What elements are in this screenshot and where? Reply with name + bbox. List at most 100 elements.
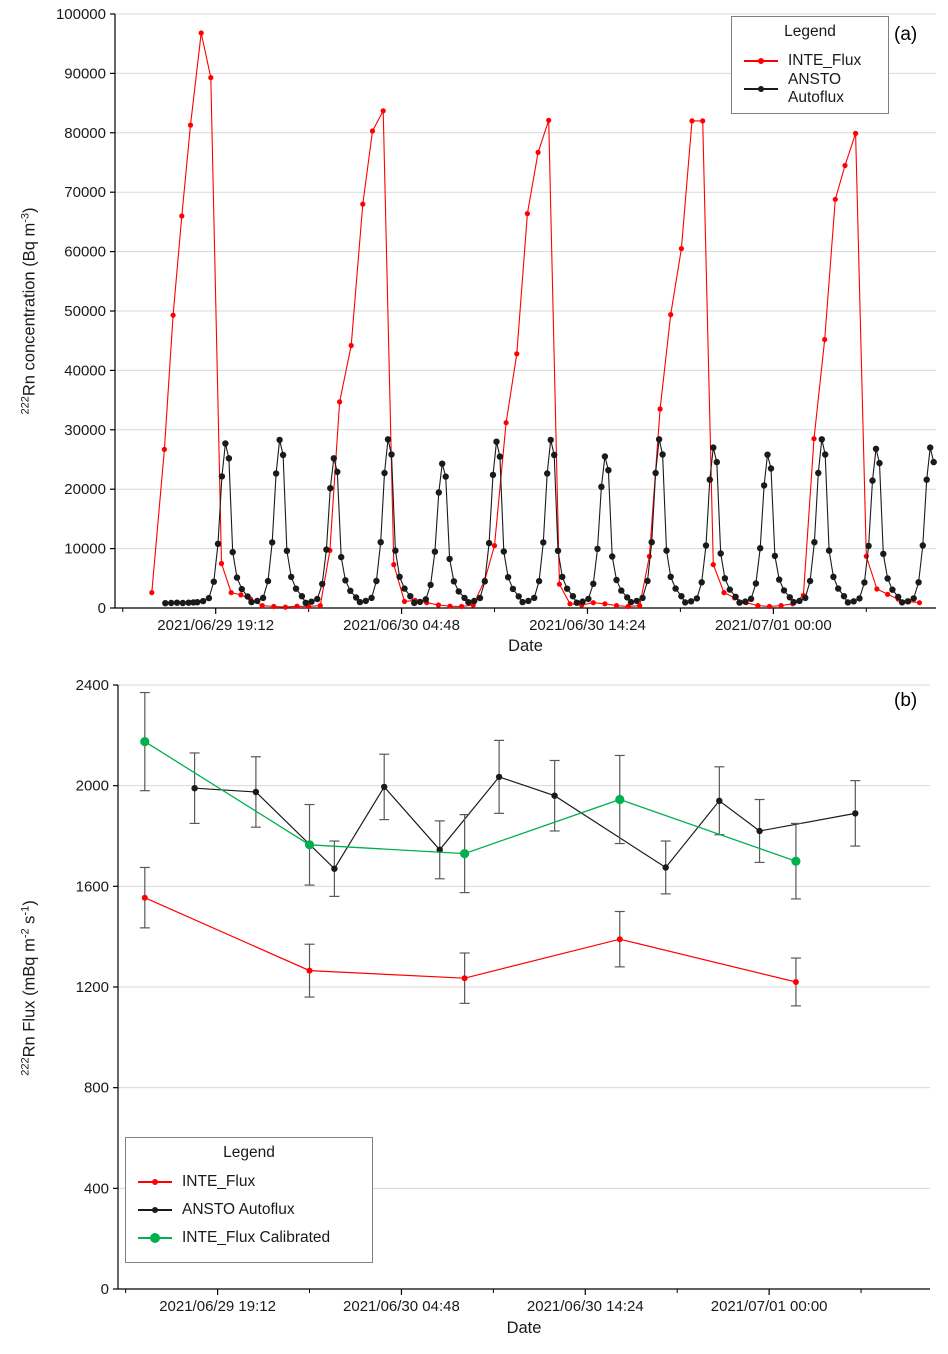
y-axis-title-a-exp: -3: [19, 213, 32, 223]
data-point-ANSTO Autoflux: [601, 453, 609, 460]
y-tick-label: 60000: [64, 244, 106, 261]
data-point-ANSTO Autoflux: [752, 580, 760, 587]
data-point-ANSTO Autoflux: [563, 585, 571, 592]
data-point-ANSTO Autoflux: [844, 599, 852, 606]
y-tick-label: 0: [98, 600, 106, 617]
data-point-ANSTO Autoflux: [852, 810, 859, 817]
data-point-ANSTO Autoflux: [767, 465, 775, 472]
y-axis-title-a-text: Rn concentration (Bq m: [20, 222, 39, 397]
legend-item-inte-flux: INTE_Flux: [744, 47, 876, 75]
data-point-ANSTO Autoflux: [815, 469, 822, 477]
data-point-INTE_Flux: [170, 312, 176, 318]
data-point-ANSTO Autoflux: [427, 581, 434, 589]
data-point-ANSTO Autoflux: [678, 593, 685, 600]
data-point-ANSTO Autoflux: [590, 580, 597, 587]
data-point-ANSTO Autoflux: [233, 574, 241, 581]
data-point-ANSTO Autoflux: [373, 577, 380, 585]
legend-label-inte-flux-calibrated: INTE_Flux Calibrated: [182, 1229, 331, 1246]
legend-label-ansto-autoflux-b: ANSTO Autoflux: [182, 1201, 295, 1218]
data-point-ANSTO Autoflux: [238, 585, 245, 593]
data-point-INTE_Flux: [401, 598, 408, 605]
data-point-INTE_Flux: [259, 603, 265, 609]
data-point-ANSTO Autoflux: [569, 593, 577, 600]
data-point-ANSTO Autoflux: [327, 485, 334, 492]
data-point-INTE_Flux: [721, 590, 727, 596]
data-point-INTE_Flux: [637, 603, 643, 609]
data-point-INTE_Flux: [778, 603, 784, 609]
data-point-ANSTO Autoflux: [880, 550, 887, 558]
data-point-INTE_Flux: [613, 603, 620, 609]
data-point-ANSTO Autoflux: [633, 597, 640, 605]
data-point-ANSTO Autoflux: [930, 458, 937, 466]
data-point-ANSTO Autoflux: [919, 542, 926, 549]
data-point-ANSTO Autoflux: [272, 470, 280, 477]
data-point-ANSTO Autoflux: [806, 577, 814, 585]
series-line-INTE_Flux Calibrated: [144, 741, 797, 862]
data-point-ANSTO Autoflux: [338, 553, 345, 561]
data-point-ANSTO Autoflux: [493, 438, 500, 445]
data-point-ANSTO Autoflux: [721, 575, 729, 582]
data-point-ANSTO Autoflux: [898, 599, 906, 606]
data-point-INTE_Flux: [710, 562, 716, 568]
data-point-ANSTO Autoflux: [381, 783, 388, 791]
data-point-INTE_Flux: [755, 603, 761, 609]
data-point-ANSTO Autoflux: [786, 594, 793, 601]
data-point-INTE_Flux: [179, 213, 185, 219]
y-tick-label: 1600: [76, 878, 109, 895]
data-point-INTE_Flux: [590, 600, 596, 606]
data-point-INTE_Flux: [294, 603, 300, 609]
data-point-INTE_Flux: [337, 399, 343, 405]
data-point-ANSTO Autoflux: [496, 453, 504, 460]
data-point-ANSTO Autoflux: [573, 599, 580, 606]
data-point-ANSTO Autoflux: [551, 792, 558, 799]
data-point-ANSTO Autoflux: [764, 451, 771, 458]
data-point-ANSTO Autoflux: [481, 578, 488, 585]
data-point-ANSTO Autoflux: [435, 489, 442, 496]
data-point-ANSTO Autoflux: [436, 846, 443, 853]
data-point-ANSTO Autoflux: [396, 573, 403, 580]
data-point-ANSTO Autoflux: [802, 594, 809, 602]
y-tick-label: 10000: [64, 541, 106, 558]
data-point-INTE_Flux Calibrated: [615, 794, 625, 805]
data-point-ANSTO Autoflux: [790, 598, 797, 606]
data-point-INTE_Flux: [853, 130, 859, 136]
data-point-INTE_Flux: [689, 118, 695, 124]
data-point-INTE_Flux: [657, 406, 663, 412]
data-point-INTE_Flux: [317, 603, 323, 609]
data-point-ANSTO Autoflux: [627, 598, 635, 606]
data-point-INTE_Flux: [874, 586, 880, 592]
data-point-ANSTO Autoflux: [840, 593, 848, 600]
data-point-INTE_Flux: [360, 201, 366, 207]
data-point-ANSTO Autoflux: [547, 436, 554, 444]
data-point-ANSTO Autoflux: [525, 597, 532, 605]
series-line-ANSTO Autoflux: [165, 439, 935, 604]
data-point-ANSTO Autoflux: [489, 471, 497, 479]
data-point-ANSTO Autoflux: [585, 595, 592, 603]
data-point-ANSTO Autoflux: [283, 547, 291, 554]
y-axis-title-b-exp2: -1: [19, 905, 32, 916]
data-point-ANSTO Autoflux: [162, 600, 169, 607]
chart-panel-b: 0 400 800 1200 1600 2000 2400 2021/06/29 19:12 2…: [76, 677, 930, 1315]
data-point-ANSTO Autoflux: [776, 576, 783, 583]
data-point-INTE_Flux: [700, 118, 706, 124]
data-point-ANSTO Autoflux: [693, 595, 701, 602]
data-point-ANSTO Autoflux: [500, 548, 507, 555]
data-point-ANSTO Autoflux: [667, 573, 674, 580]
data-point-ANSTO Autoflux: [856, 595, 863, 602]
data-point-ANSTO Autoflux: [706, 476, 713, 483]
data-point-ANSTO Autoflux: [218, 473, 226, 480]
data-point-INTE_Flux Calibrated: [460, 849, 470, 859]
data-point-ANSTO Autoflux: [895, 593, 902, 601]
data-point-INTE_Flux: [766, 603, 773, 610]
data-point-ANSTO Autoflux: [613, 576, 620, 584]
legend-item-inte-flux-b: INTE_Flux: [138, 1168, 360, 1196]
y-tick-label: 2400: [76, 677, 109, 694]
data-point-ANSTO Autoflux: [407, 593, 414, 600]
data-point-ANSTO Autoflux: [342, 577, 349, 584]
data-point-ANSTO Autoflux: [756, 827, 763, 835]
data-point-INTE_Flux: [535, 149, 541, 155]
data-point-INTE_Flux: [822, 336, 828, 343]
data-point-INTE_Flux: [271, 603, 277, 610]
y-axis-title-b-mid: s: [20, 915, 39, 929]
data-point-ANSTO Autoflux: [726, 586, 733, 593]
